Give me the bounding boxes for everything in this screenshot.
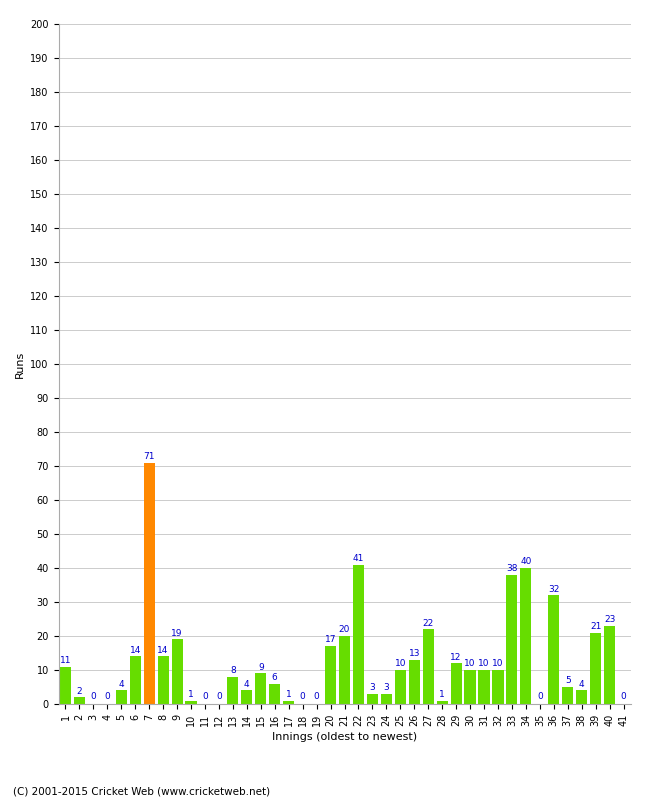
Bar [269, 683, 280, 704]
Bar [353, 565, 364, 704]
Text: 0: 0 [621, 692, 627, 702]
Text: 11: 11 [60, 656, 72, 665]
Text: 38: 38 [506, 564, 517, 573]
Text: 10: 10 [492, 659, 504, 668]
Text: 8: 8 [230, 666, 236, 675]
Bar [437, 701, 448, 704]
Bar [590, 633, 601, 704]
Text: 40: 40 [520, 558, 532, 566]
Text: (C) 2001-2015 Cricket Web (www.cricketweb.net): (C) 2001-2015 Cricket Web (www.cricketwe… [13, 786, 270, 796]
Bar [227, 677, 239, 704]
Bar [450, 663, 462, 704]
Text: 10: 10 [478, 659, 489, 668]
Text: 21: 21 [590, 622, 601, 631]
Text: 14: 14 [129, 646, 141, 654]
Bar [520, 568, 532, 704]
Bar [493, 670, 504, 704]
Text: 4: 4 [579, 680, 584, 689]
Text: 3: 3 [370, 683, 375, 692]
Bar [241, 690, 252, 704]
Text: 0: 0 [105, 692, 111, 702]
Text: 9: 9 [258, 662, 264, 672]
Text: 5: 5 [565, 676, 571, 686]
Text: 14: 14 [157, 646, 169, 654]
Text: 19: 19 [172, 629, 183, 638]
Bar [562, 687, 573, 704]
Bar [409, 660, 420, 704]
Bar [465, 670, 476, 704]
Text: 17: 17 [325, 635, 336, 645]
Bar [60, 666, 71, 704]
Bar [129, 656, 141, 704]
Text: 0: 0 [202, 692, 208, 702]
Text: 1: 1 [439, 690, 445, 699]
Bar [325, 646, 336, 704]
Text: 0: 0 [537, 692, 543, 702]
Text: 10: 10 [464, 659, 476, 668]
Text: 3: 3 [384, 683, 389, 692]
Bar [604, 626, 615, 704]
Bar [157, 656, 169, 704]
Text: 0: 0 [314, 692, 319, 702]
Bar [381, 694, 392, 704]
Text: 10: 10 [395, 659, 406, 668]
Text: 41: 41 [353, 554, 364, 563]
Text: 1: 1 [188, 690, 194, 699]
Text: 22: 22 [422, 618, 434, 627]
Bar [576, 690, 587, 704]
Bar [185, 701, 196, 704]
Bar [422, 629, 434, 704]
Bar [255, 674, 266, 704]
Text: 4: 4 [118, 680, 124, 689]
Text: 23: 23 [604, 615, 616, 624]
Bar [548, 595, 560, 704]
Bar [74, 697, 85, 704]
Text: 20: 20 [339, 626, 350, 634]
Bar [144, 462, 155, 704]
Bar [339, 636, 350, 704]
Bar [478, 670, 489, 704]
Bar [395, 670, 406, 704]
Bar [116, 690, 127, 704]
Y-axis label: Runs: Runs [15, 350, 25, 378]
Text: 32: 32 [548, 585, 560, 594]
Text: 71: 71 [144, 452, 155, 461]
Text: 2: 2 [77, 686, 83, 695]
X-axis label: Innings (oldest to newest): Innings (oldest to newest) [272, 732, 417, 742]
Text: 1: 1 [286, 690, 292, 699]
Bar [506, 574, 517, 704]
Text: 13: 13 [408, 649, 420, 658]
Text: 6: 6 [272, 673, 278, 682]
Text: 4: 4 [244, 680, 250, 689]
Text: 0: 0 [90, 692, 96, 702]
Text: 12: 12 [450, 653, 462, 662]
Bar [367, 694, 378, 704]
Bar [172, 639, 183, 704]
Text: 0: 0 [300, 692, 306, 702]
Text: 0: 0 [216, 692, 222, 702]
Bar [283, 701, 294, 704]
